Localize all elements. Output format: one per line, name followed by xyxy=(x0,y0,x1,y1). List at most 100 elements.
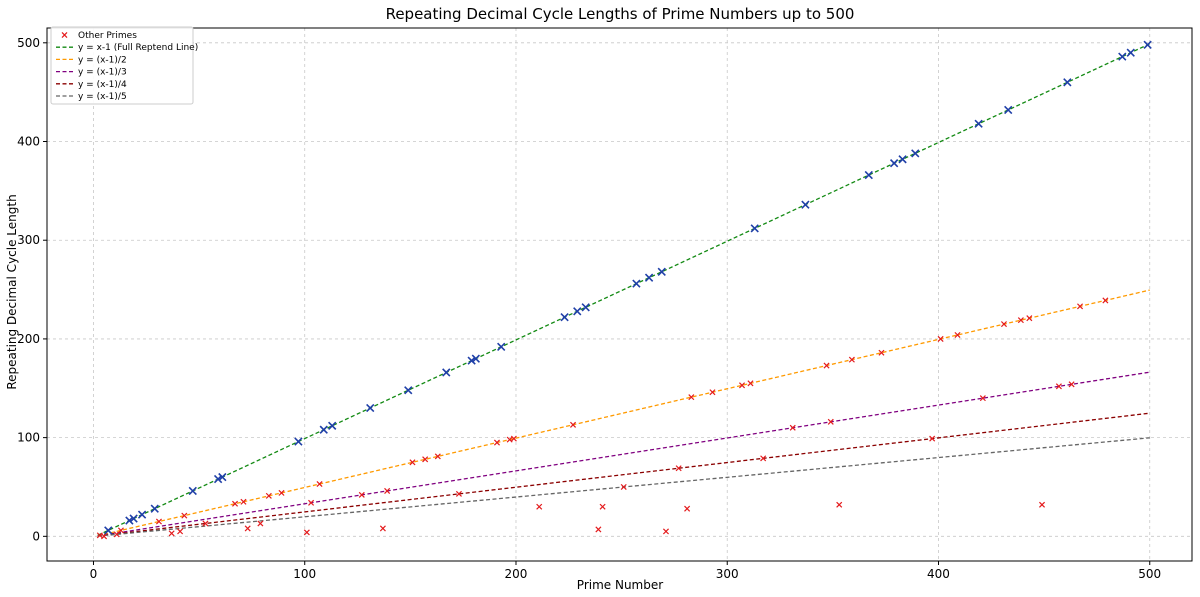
other-prime-point xyxy=(117,527,124,534)
full-reptend-point xyxy=(150,504,159,513)
x-tick-label: 500 xyxy=(1138,567,1161,581)
other-prime-point xyxy=(595,526,602,533)
other-prime-point xyxy=(739,382,746,389)
other-prime-point xyxy=(101,533,108,540)
full-reptend-point xyxy=(1143,40,1152,49)
other-prime-point xyxy=(177,528,184,535)
reference-lines xyxy=(97,43,1151,537)
full-reptend-point xyxy=(213,474,223,484)
full-reptend-point xyxy=(137,510,147,519)
other-prime-point xyxy=(168,530,175,537)
other-prime-point xyxy=(434,453,441,460)
other-prime-point xyxy=(848,356,855,363)
y-tick-label: 500 xyxy=(17,36,40,50)
other-prime-point xyxy=(1017,317,1024,324)
other-prime-point xyxy=(1055,383,1062,390)
other-prime-point xyxy=(569,421,577,428)
other-prime-point xyxy=(308,499,315,506)
reference-line xyxy=(97,43,1151,536)
other-prime-point xyxy=(303,529,310,536)
x-tick-label: 0 xyxy=(90,567,98,581)
full-reptend-point xyxy=(864,170,873,180)
full-reptend-point xyxy=(644,273,654,282)
y-tick-label: 100 xyxy=(17,431,40,445)
legend-label: y = x-1 (Full Reptend Line) xyxy=(78,43,198,53)
full-reptend-point xyxy=(1126,48,1135,57)
full-reptend-point xyxy=(319,425,328,434)
other-prime-point xyxy=(384,487,391,494)
full-reptend-point xyxy=(497,342,506,351)
data-points xyxy=(96,40,1152,540)
reference-line xyxy=(97,412,1150,537)
y-tick-label: 400 xyxy=(17,135,40,149)
other-prime-point xyxy=(836,501,843,508)
other-prime-point xyxy=(358,491,365,498)
y-tick-label: 0 xyxy=(32,529,40,543)
legend-entry: y = (x-1)/3 xyxy=(56,68,127,78)
other-prime-point xyxy=(1026,315,1033,322)
other-prime-point xyxy=(278,489,285,496)
other-prime-point xyxy=(1102,297,1109,304)
other-prime-point xyxy=(240,498,247,505)
full-reptend-point xyxy=(889,159,899,168)
other-prime-point xyxy=(231,500,239,507)
other-prime-point xyxy=(155,518,162,525)
x-tick-label: 200 xyxy=(505,567,528,581)
full-reptend-point xyxy=(911,149,920,158)
other-prime-point xyxy=(422,456,429,463)
reference-line xyxy=(97,289,1150,537)
full-reptend-point xyxy=(1063,78,1072,87)
legend-entry: y = (x-1)/2 xyxy=(56,55,127,65)
full-reptend-point xyxy=(898,155,907,164)
other-prime-point xyxy=(379,525,386,532)
full-reptend-point xyxy=(1004,105,1013,115)
full-reptend-point xyxy=(328,421,337,430)
legend-entry: y = (x-1)/4 xyxy=(56,80,127,90)
other-prime-point xyxy=(409,459,416,466)
full-reptend-point xyxy=(581,303,590,312)
full-reptend-point xyxy=(467,356,476,365)
other-prime-point xyxy=(316,480,323,488)
other-prime-point xyxy=(202,520,209,527)
other-prime-point xyxy=(244,525,251,532)
legend-label: y = (x-1)/2 xyxy=(78,55,127,65)
full-reptend-point xyxy=(974,119,983,128)
other-prime-point xyxy=(493,439,500,446)
legend-label: y = (x-1)/5 xyxy=(78,92,127,102)
y-tick-label: 300 xyxy=(17,233,40,247)
other-prime-point xyxy=(1038,501,1046,508)
other-prime-point xyxy=(1000,321,1008,328)
chart-title: Repeating Decimal Cycle Lengths of Prime… xyxy=(386,5,855,23)
other-prime-point xyxy=(181,512,188,519)
other-prime-point xyxy=(709,389,716,396)
other-prime-point xyxy=(510,435,517,442)
other-prime-point xyxy=(954,331,961,338)
reference-line xyxy=(97,371,1150,537)
other-prime-point xyxy=(823,362,830,369)
other-prime-point xyxy=(675,465,682,472)
other-prime-point xyxy=(747,380,754,387)
y-axis-title: Repeating Decimal Cycle Length xyxy=(5,194,19,389)
axis-ticks: 0 100 200 300 400 500 0 100 200 300 400 500 xyxy=(17,36,1161,581)
other-prime-point xyxy=(599,503,606,510)
other-prime-point xyxy=(536,503,543,510)
other-prime-point xyxy=(979,395,986,402)
x-tick-label: 300 xyxy=(716,567,739,581)
other-prime-point xyxy=(257,520,264,527)
other-prime-point xyxy=(878,349,885,356)
full-reptend-point xyxy=(801,200,810,209)
legend-label: y = (x-1)/4 xyxy=(78,80,127,90)
legend-entry: Other Primes xyxy=(61,31,137,41)
full-reptend-point xyxy=(750,224,759,233)
other-prime-point xyxy=(1077,303,1084,310)
legend-label: Other Primes xyxy=(78,31,137,41)
other-prime-point xyxy=(506,436,513,443)
other-prime-point xyxy=(265,492,272,499)
full-reptend-point xyxy=(188,486,197,496)
other-prime-point xyxy=(789,424,796,431)
full-reptend-point xyxy=(104,526,113,535)
full-reptend-point xyxy=(1118,52,1127,61)
full-reptend-point xyxy=(560,313,569,322)
full-reptend-point xyxy=(632,279,641,288)
